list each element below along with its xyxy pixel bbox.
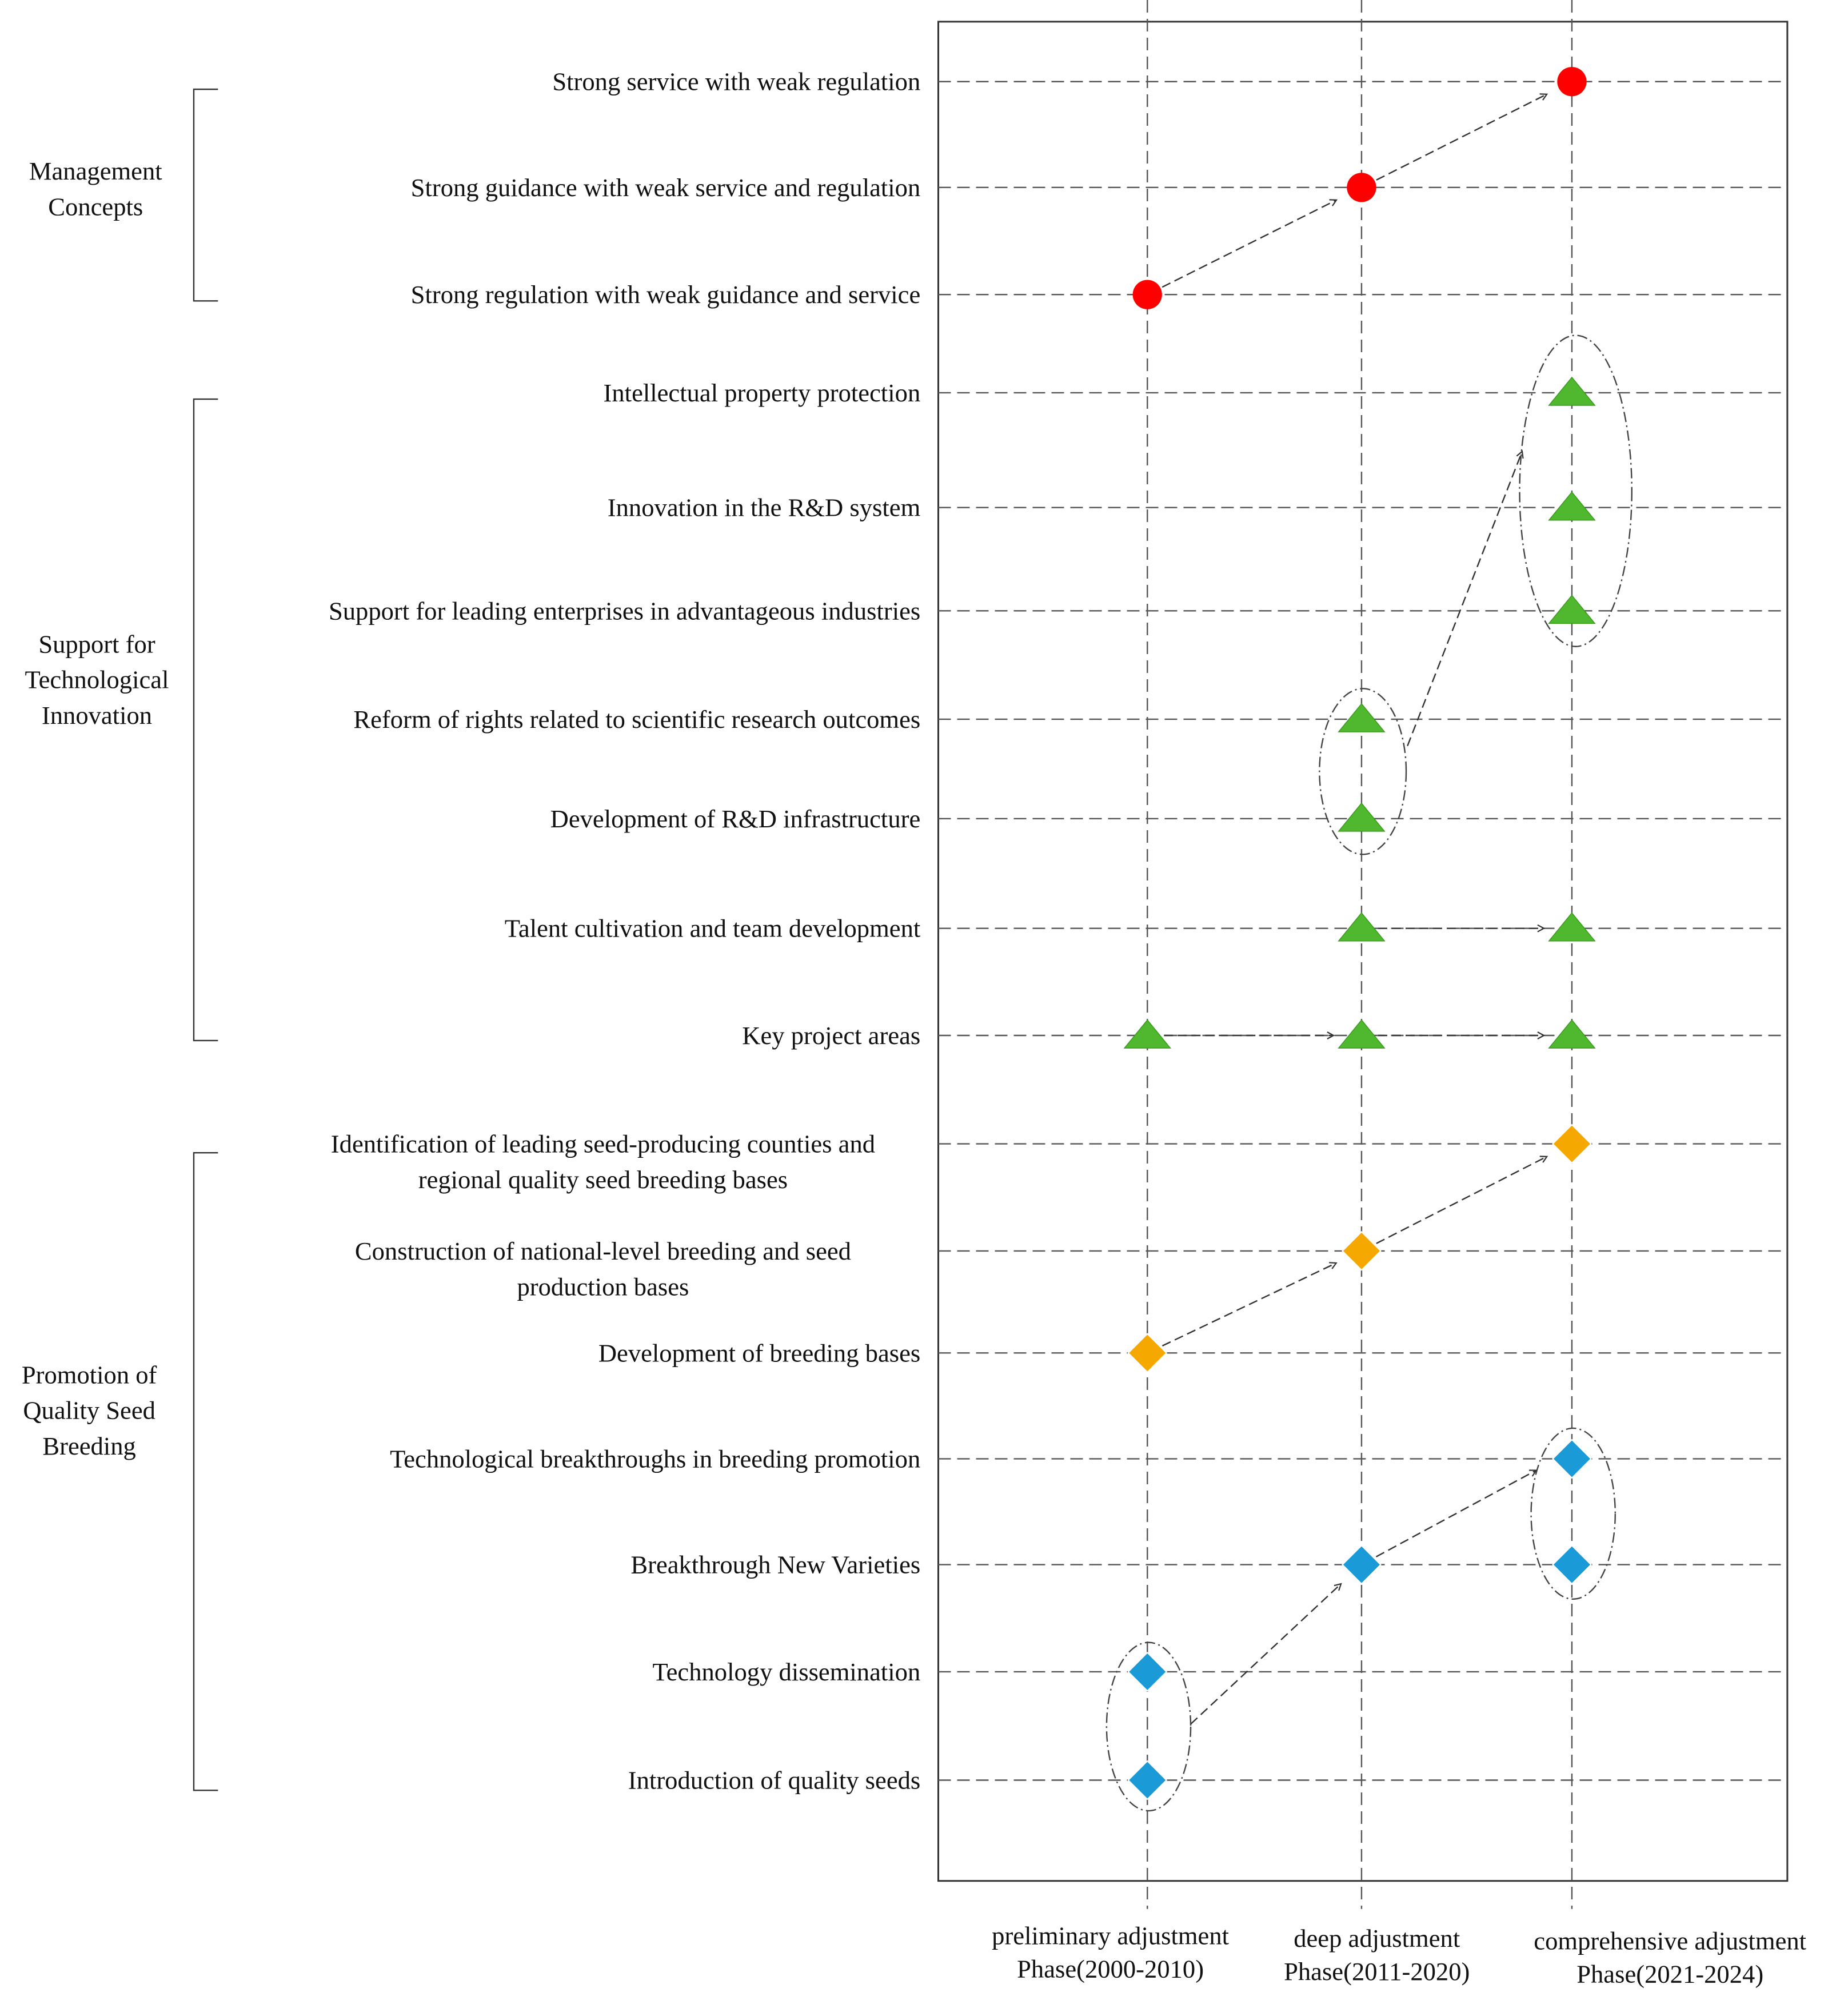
diamond-marker-r17-p1 [1127,1760,1168,1800]
triangle-marker-r9-p3 [1548,912,1596,942]
triangle-marker-r10-p1 [1123,1019,1171,1049]
phase-label-p3-line-2: Phase(2021-2024) [1576,1960,1763,1989]
row-label-r17: Introduction of quality seeds [628,1766,920,1794]
group-label-breeding-line-3: Breeding [42,1432,135,1460]
bracket-breeding [193,1152,218,1791]
diamond-marker-r15-p2 [1342,1544,1382,1585]
triangle-marker-r10-p2 [1338,1019,1386,1049]
circle-marker-r2-p2 [1347,173,1376,202]
diamond-marker-r16-p1 [1127,1652,1168,1692]
triangle-marker-r9-p2 [1338,912,1386,942]
group-label-breeding-line-1: Promotion of [22,1360,157,1389]
diamond-marker-r15-p3 [1552,1544,1592,1585]
phase-label-p1-line-1: preliminary adjustment [992,1922,1229,1950]
transition-arrow-3 [1407,452,1522,747]
diamond-marker-r13-p1 [1127,1333,1168,1373]
row-label-r16: Technology dissemination [653,1658,921,1686]
transition-arrow-10 [1375,1471,1536,1557]
row-label-r1: Strong service with weak regulation [552,67,920,96]
cluster-ellipse-3 [1530,1427,1616,1600]
group-label-innovation-line-1: Support for [38,630,155,658]
phase-label-p2-line-2: Phase(2011-2020) [1284,1957,1470,1986]
transition-arrow-8 [1376,1157,1547,1244]
row-label-r10: Key project areas [742,1021,920,1050]
row-label-r5: Innovation in the R&D system [608,493,920,522]
row-label-r8: Development of R&D infrastructure [550,804,921,833]
group-label-innovation-line-3: Innovation [42,701,152,730]
transition-arrow-1 [1162,200,1336,288]
row-label-r2: Strong guidance with weak service and re… [411,173,921,202]
triangle-marker-r6-p3 [1548,595,1596,624]
transition-arrow-7 [1162,1263,1336,1346]
row-label-r7: Reform of rights related to scientific r… [353,705,920,734]
phase-label-p3-line-1: comprehensive adjustment [1534,1927,1806,1955]
group-label-breeding-line-2: Quality Seed [23,1396,155,1425]
circle-marker-r3-p1 [1132,280,1162,309]
triangle-marker-r7-p2 [1338,703,1386,732]
cluster-ellipse-4 [1105,1642,1192,1812]
transition-arrow-9 [1190,1584,1341,1725]
plot-frame [937,21,1789,1882]
triangle-marker-r4-p3 [1548,376,1596,406]
group-label-management-line-1: Management [29,157,162,185]
row-label-r12-line-1: Construction of national-level breeding … [355,1237,851,1265]
triangle-marker-r10-p3 [1548,1019,1596,1049]
transition-arrows [1162,94,1547,1725]
row-label-r9: Talent cultivation and team development [505,914,921,943]
triangle-marker-r5-p3 [1548,491,1596,521]
group-brackets [193,88,218,1791]
group-label-innovation-line-2: Technological [25,666,169,694]
cluster-ellipse-1 [1519,334,1633,647]
row-label-r14: Technological breakthroughs in breeding … [390,1444,920,1473]
diamond-marker-r11-p3 [1552,1123,1592,1164]
triangle-marker-r8-p2 [1338,802,1386,832]
policy-markers [1123,67,1596,1800]
cluster-ellipses [1105,334,1633,1812]
diamond-marker-r12-p2 [1342,1231,1382,1271]
phase-label-p1-line-2: Phase(2000-2010) [1017,1955,1204,1983]
transition-arrow-2 [1376,94,1547,181]
group-label-management-line-2: Concepts [48,192,143,221]
row-label-r13: Development of breeding bases [598,1338,920,1367]
row-label-r4: Intellectual property protection [604,379,921,407]
phase-label-p2-line-1: deep adjustment [1294,1924,1460,1953]
row-label-r11-line-1: Identification of leading seed-producing… [331,1130,875,1158]
bracket-management [193,88,218,302]
bracket-innovation [193,398,218,1042]
cluster-ellipse-2 [1319,688,1407,855]
labels: Strong service with weak regulation Stron… [22,67,1807,1989]
row-label-r11-line-2: regional quality seed breeding bases [418,1165,788,1194]
row-label-r6: Support for leading enterprises in advan… [329,596,920,625]
row-label-r15: Breakthrough New Varieties [630,1551,920,1579]
row-label-r3: Strong regulation with weak guidance and… [411,280,921,309]
grid-layer [937,0,1789,1909]
diamond-marker-r14-p3 [1552,1439,1592,1479]
circle-marker-r1-p3 [1557,67,1587,97]
row-label-r12-line-2: production bases [517,1272,689,1301]
